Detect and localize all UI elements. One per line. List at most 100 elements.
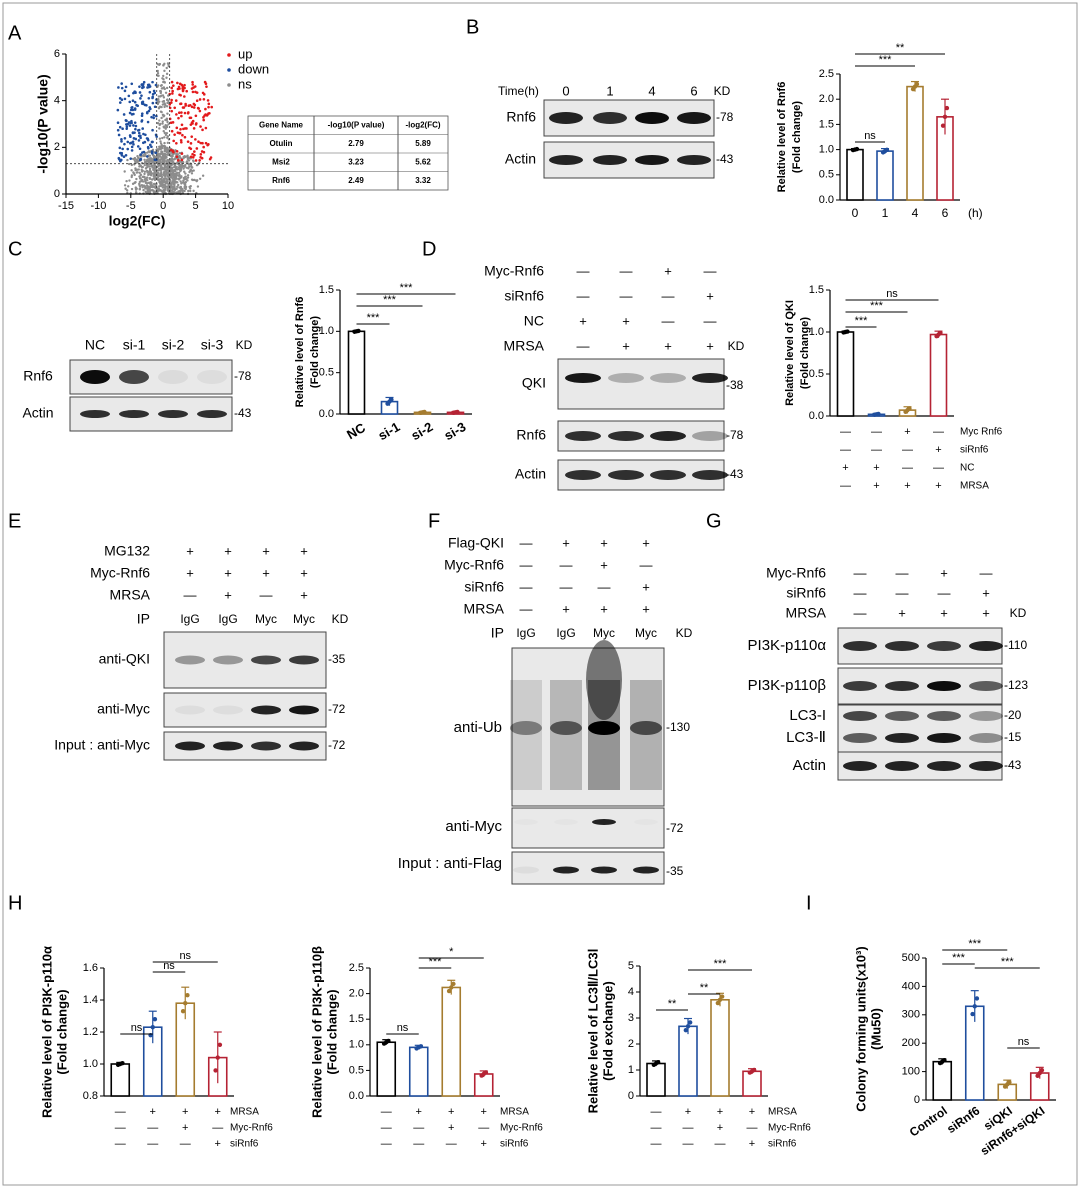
a-point-up [191,90,195,94]
c-bar [347,330,366,415]
a-point-ns [158,145,161,149]
h3-ytick-label: 2 [628,1038,634,1050]
g-blot-band [927,711,961,721]
d-cond-sign: — [933,462,944,474]
h1-dot [217,1042,223,1048]
a-point-down [134,137,138,141]
i-xtick-label: Control [907,1104,950,1140]
c-blot-band [119,410,149,418]
e-blot-band [213,741,243,751]
g-cond-label: Myc-Rnf6 [766,565,826,581]
a-point-ns [152,190,156,194]
g-cond-sign: — [854,585,867,600]
g-blot-band [843,641,877,651]
h1-dot [213,1068,218,1073]
a-point-ns [159,165,163,169]
a-point-down [132,124,135,127]
a-xtick-label: 0 [160,200,166,212]
a-point-ns [126,158,129,162]
h3-ylabel: Relative level of LC3Ⅱ/LC3Ⅰ [585,949,600,1114]
a-point-ns [127,162,131,166]
a-point-ns [163,186,166,189]
h1-cond-sign: — [147,1138,158,1150]
f-kd-header: KD [676,626,693,640]
h1-ylabel-sub: (Fold change) [54,989,69,1074]
d-blot-band [608,373,644,383]
h3-dot [717,997,723,1002]
e-blot-band [289,741,319,751]
a-point-ns [131,182,135,186]
f-cond-label: Myc-Rnf6 [444,557,504,573]
a-point-up [196,106,200,110]
a-point-ns [158,181,161,184]
a-point-ns [163,144,166,148]
d-ylabel-sub: (Fold change) [799,317,811,389]
h1-sig-label: ns [131,1022,143,1034]
d-ytick-label: 0.0 [809,410,824,422]
a-point-ns [171,159,174,163]
g-cond-sign: + [940,565,948,580]
a-point-up [198,109,202,113]
a-point-ns [157,160,160,163]
h3-dot [751,1067,757,1073]
e-blot-band [251,655,281,665]
f-blot-band [510,721,542,735]
h3-dot [715,1000,721,1006]
a-point-ns [135,177,138,181]
b-blot-kd: -78 [716,110,734,124]
a-point-ns [171,173,175,177]
h1-sig-label: ns [179,950,191,962]
a-point-ns [153,164,157,167]
a-point-ns [158,119,161,122]
b-ytick-label: 0.0 [819,194,834,206]
a-point-ns [201,174,205,177]
h2-sig-label: ns [397,1022,409,1034]
a-point-down [123,89,127,93]
h1-ytick-label: 1.2 [83,1026,98,1038]
a-point-up [177,116,180,120]
a-point-ns [156,69,159,73]
f-cond-sign: — [560,579,573,594]
h2-dot [446,988,452,994]
a-point-up [186,140,190,143]
e-cond-label: MG132 [104,543,150,559]
g-blot-band [843,733,877,743]
d-cond-sign: — [840,426,851,438]
h1-cond-sign: — [115,1138,126,1150]
a-point-down [120,154,124,157]
a-point-up [174,99,178,102]
a-point-ns [173,184,176,188]
d-blot-band [565,373,601,383]
g-blot-band [969,641,1003,651]
a-point-down [152,89,156,93]
c-blot-band [80,410,110,418]
a-point-up [177,111,181,115]
a-point-up [179,94,182,97]
a-table-cell: 2.79 [348,139,364,148]
a-point-ns [162,64,165,67]
a-point-up [172,84,175,87]
a-point-down [121,147,124,151]
a-point-ns [145,159,148,162]
d-blot-cond-sign: + [664,338,672,353]
a-point-ns [143,184,147,188]
a-point-down [140,114,144,117]
c-xtick-label: si-1 [376,419,403,443]
d-cond-sign: + [935,480,941,492]
a-point-ns [177,177,180,181]
a-point-down [128,111,132,115]
a-point-ns [166,178,169,181]
c-blot-kd: -78 [234,369,252,383]
a-point-up [199,156,202,159]
b-blot-band [593,112,627,124]
a-point-up [194,90,197,94]
a-point-ns [162,99,166,103]
a-point-up [199,125,202,128]
f-row-label: Input : anti-Flag [398,855,502,872]
a-point-ns [165,72,169,76]
h2-dot [418,1044,424,1049]
e-blot-band [289,705,319,715]
c-blot-lane: NC [85,337,105,353]
a-point-ns [160,116,163,120]
c-sig-label: *** [383,294,397,306]
